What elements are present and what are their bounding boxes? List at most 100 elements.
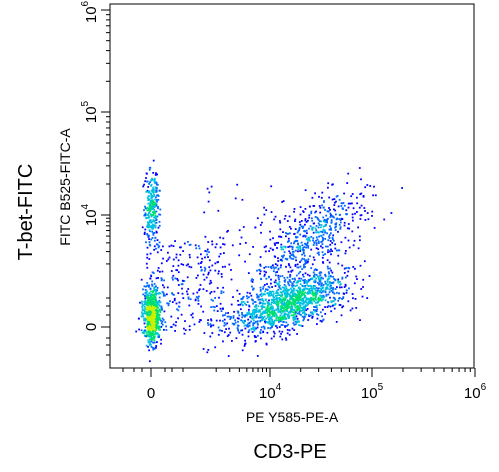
event-dot: [252, 326, 255, 329]
event-dot: [304, 259, 306, 262]
event-dot: [339, 219, 342, 221]
event-dot: [279, 284, 281, 287]
event-dot: [273, 309, 276, 312]
event-dot: [162, 319, 165, 321]
event-dot: [153, 329, 155, 332]
event-dot: [143, 332, 145, 334]
event-dot: [297, 243, 299, 246]
event-dot: [172, 278, 174, 281]
event-dot: [323, 200, 325, 202]
event-dot: [312, 256, 315, 259]
event-dot: [155, 347, 157, 349]
event-dot: [326, 265, 329, 268]
event-dot: [328, 196, 331, 199]
event-dot: [171, 301, 174, 303]
event-dot: [289, 295, 292, 298]
event-dot: [341, 264, 344, 267]
event-dot: [152, 293, 155, 296]
event-dot: [330, 248, 332, 251]
event-dot: [324, 273, 327, 276]
event-dot: [216, 287, 219, 289]
event-dot: [222, 286, 224, 289]
event-dot: [302, 290, 304, 293]
event-dot: [287, 281, 289, 283]
event-dot: [252, 322, 255, 325]
event-dot: [254, 315, 256, 318]
event-dot: [327, 239, 330, 242]
event-dot: [322, 289, 325, 292]
event-dot: [313, 242, 316, 244]
event-dot: [340, 202, 343, 205]
event-dot: [339, 226, 342, 229]
event-dot: [159, 328, 161, 331]
event-dot: [294, 285, 297, 288]
event-dot: [200, 260, 203, 263]
event-dot: [297, 246, 299, 249]
event-dot: [305, 313, 308, 316]
event-dot: [282, 200, 285, 202]
event-dot: [297, 248, 300, 251]
event-dot: [253, 328, 256, 331]
event-dot: [301, 315, 304, 318]
event-dot: [154, 174, 157, 176]
event-dot: [320, 224, 323, 226]
event-dot: [306, 304, 309, 307]
event-dot: [267, 327, 269, 329]
event-dot: [259, 263, 262, 266]
event-dot: [154, 333, 157, 336]
event-dot: [352, 207, 355, 210]
event-dot: [241, 320, 244, 323]
event-dot: [316, 289, 319, 292]
event-dot: [144, 326, 147, 328]
event-dot: [310, 285, 313, 288]
event-dot: [302, 306, 305, 308]
event-dot: [295, 289, 298, 292]
event-dot: [303, 309, 305, 312]
event-dot: [305, 297, 308, 300]
event-dot: [340, 205, 343, 207]
event-dot: [296, 284, 298, 287]
event-dot: [304, 291, 307, 294]
event-dot: [151, 284, 154, 287]
event-dot: [322, 298, 324, 301]
event-dot: [172, 294, 175, 296]
event-dot: [157, 301, 160, 303]
event-dot: [210, 306, 213, 308]
event-dot: [150, 320, 152, 323]
event-dot: [341, 306, 343, 309]
event-dot: [313, 279, 316, 282]
event-dot: [187, 241, 189, 243]
event-dot: [223, 314, 226, 316]
event-dot: [318, 278, 321, 280]
event-dot: [303, 289, 306, 291]
event-dot: [401, 187, 403, 189]
event-dot: [215, 305, 218, 307]
event-dot: [148, 226, 151, 228]
event-dot: [172, 265, 175, 267]
event-dot: [226, 335, 229, 338]
event-dot: [200, 262, 202, 264]
event-dot: [143, 183, 145, 186]
event-dot: [150, 238, 153, 241]
event-dot: [331, 300, 334, 303]
event-dot: [287, 303, 290, 306]
event-dot: [151, 297, 154, 299]
event-dot: [177, 264, 180, 267]
event-dot: [149, 252, 152, 255]
event-dot: [247, 311, 250, 313]
event-dot: [148, 319, 151, 321]
event-dot: [279, 235, 281, 238]
event-dot: [290, 245, 293, 248]
event-dot: [195, 296, 198, 298]
event-dot: [141, 313, 144, 316]
event-dot: [157, 322, 160, 325]
event-dot: [303, 234, 306, 237]
event-dot: [157, 325, 160, 327]
event-dot: [374, 194, 377, 197]
event-dot: [319, 211, 322, 214]
event-dot: [244, 339, 246, 342]
event-dot: [321, 243, 324, 245]
event-dot: [255, 316, 258, 319]
event-dot: [303, 294, 306, 297]
event-dot: [248, 305, 251, 308]
